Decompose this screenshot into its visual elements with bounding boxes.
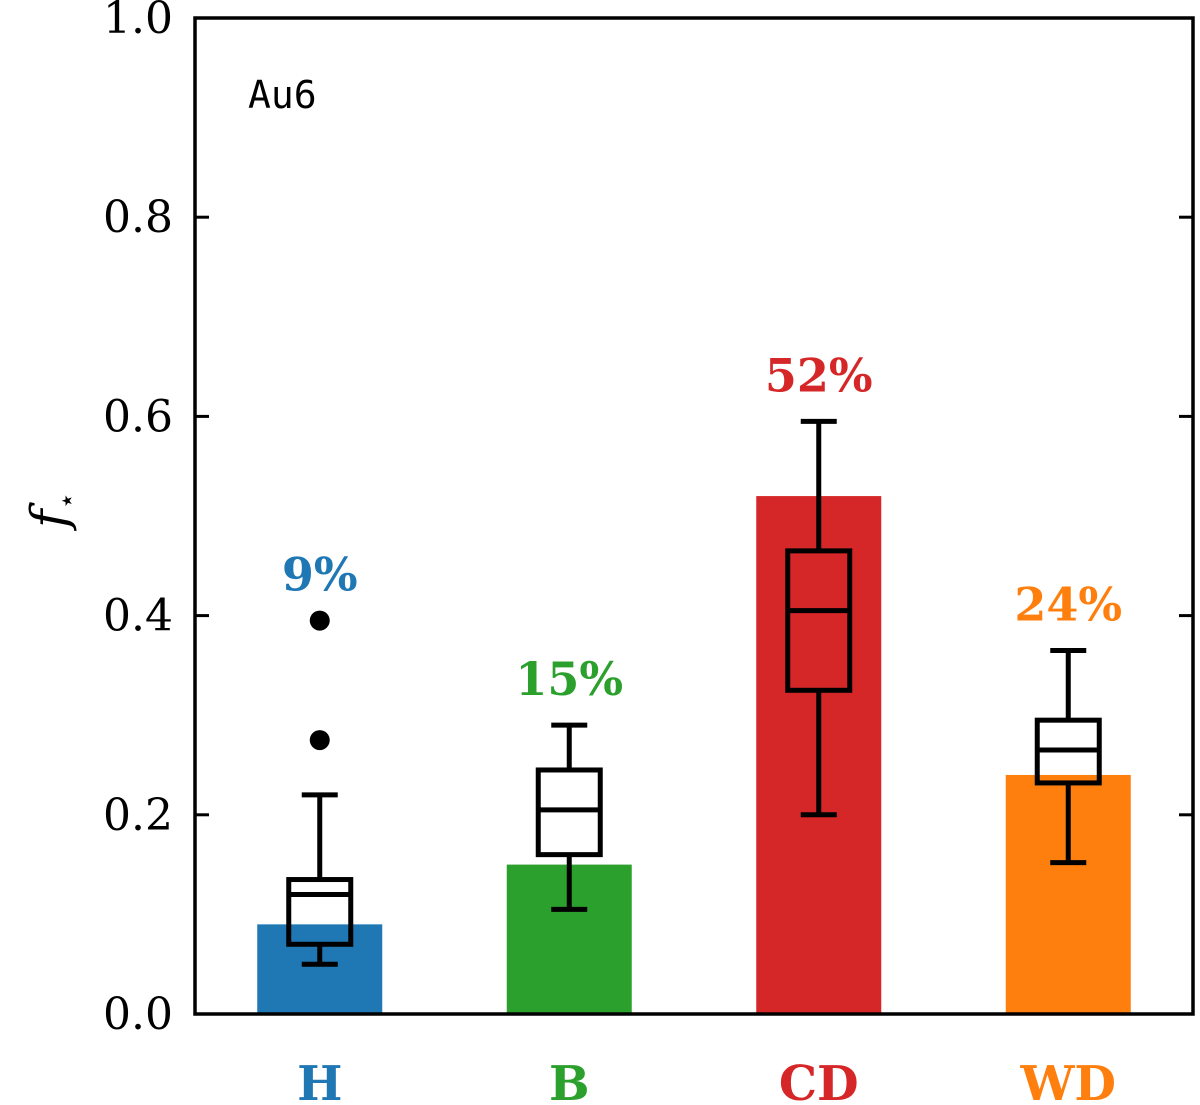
boxplots-layer — [286, 418, 1102, 967]
y-tick-label: 1.0 — [103, 0, 173, 44]
bars-layer — [257, 496, 1131, 1015]
percent-label-h: 9% — [282, 548, 358, 602]
category-label-cd: CD — [779, 1056, 859, 1105]
y-axis-ticks: 0.0 0.2 0.4 0.6 0.8 1.0 — [103, 0, 1193, 1040]
bar-h — [257, 924, 383, 1014]
y-tick-label: 0.0 — [103, 989, 173, 1040]
category-label-h: H — [297, 1056, 342, 1105]
y-tick-label: 0.2 — [103, 790, 173, 841]
plot-frame — [193, 16, 1195, 1016]
box-cd — [785, 548, 853, 693]
outlier-point — [309, 610, 330, 631]
box-h — [286, 877, 354, 947]
percent-label-cd: 52% — [765, 348, 873, 402]
labels-layer: 9% H 15% B 52% CD 24% WD — [282, 348, 1122, 1105]
percent-label-wd: 24% — [1014, 577, 1122, 631]
y-axis-label: f⋆ — [20, 492, 83, 532]
category-label-b: B — [549, 1056, 590, 1105]
percent-label-b: 15% — [515, 652, 623, 706]
category-label-wd: WD — [1019, 1056, 1116, 1105]
y-tick-label: 0.4 — [103, 591, 173, 642]
panel-label: Au6 — [248, 73, 317, 117]
y-tick-label: 0.6 — [103, 391, 173, 442]
outlier-point — [309, 730, 330, 751]
y-axis-label-subscript: ⋆ — [50, 492, 83, 510]
y-tick-label: 0.8 — [103, 192, 173, 243]
